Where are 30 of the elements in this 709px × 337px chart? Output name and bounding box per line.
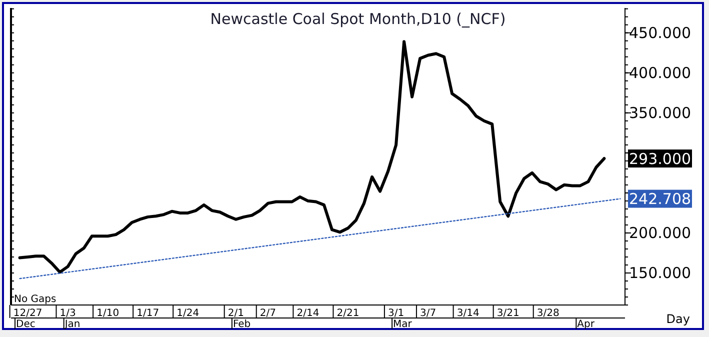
y-tick-label: 450.000 <box>629 24 692 42</box>
text: Apr <box>577 319 596 330</box>
y-tick-label: 200.000 <box>629 224 692 242</box>
x-tick-label: 1/24 <box>176 308 200 319</box>
x-tick-label: 1/17 <box>136 308 160 319</box>
chart-title: Newcastle Coal Spot Month,D10 (_NCF) <box>210 10 506 28</box>
text: Feb <box>232 319 251 330</box>
y-tick-label: 350.000 <box>629 104 692 122</box>
text: Dec <box>16 319 36 330</box>
y-tick-label: 150.000 <box>629 264 692 282</box>
x-tick-label: 3/28 <box>536 308 560 319</box>
x-tick-label: 3/14 <box>456 308 480 319</box>
x-tick-label: 1/10 <box>96 308 120 319</box>
line-series <box>18 40 606 274</box>
x-tick-label: 2/21 <box>336 308 360 319</box>
x-tick-label: 2/1 <box>228 308 244 319</box>
text: Jan <box>64 319 80 330</box>
x-tick-label: 3/21 <box>496 308 520 319</box>
y-tick-label: 400.000 <box>629 64 692 82</box>
text: 293.000 <box>629 150 692 168</box>
x-tick-label: 1/3 <box>60 308 76 319</box>
text: Mar <box>393 319 413 330</box>
x-tick-label: 3/7 <box>420 308 436 319</box>
text: 242.708 <box>629 190 692 208</box>
x-tick-label: 12/27 <box>13 308 42 319</box>
annotation: No Gaps <box>14 294 56 305</box>
x-tick-label: 2/7 <box>260 308 276 319</box>
x-tick-label: 3/1 <box>388 308 404 319</box>
x-tick-label: 2/14 <box>296 308 320 319</box>
x-axis-title: Day <box>666 312 690 326</box>
